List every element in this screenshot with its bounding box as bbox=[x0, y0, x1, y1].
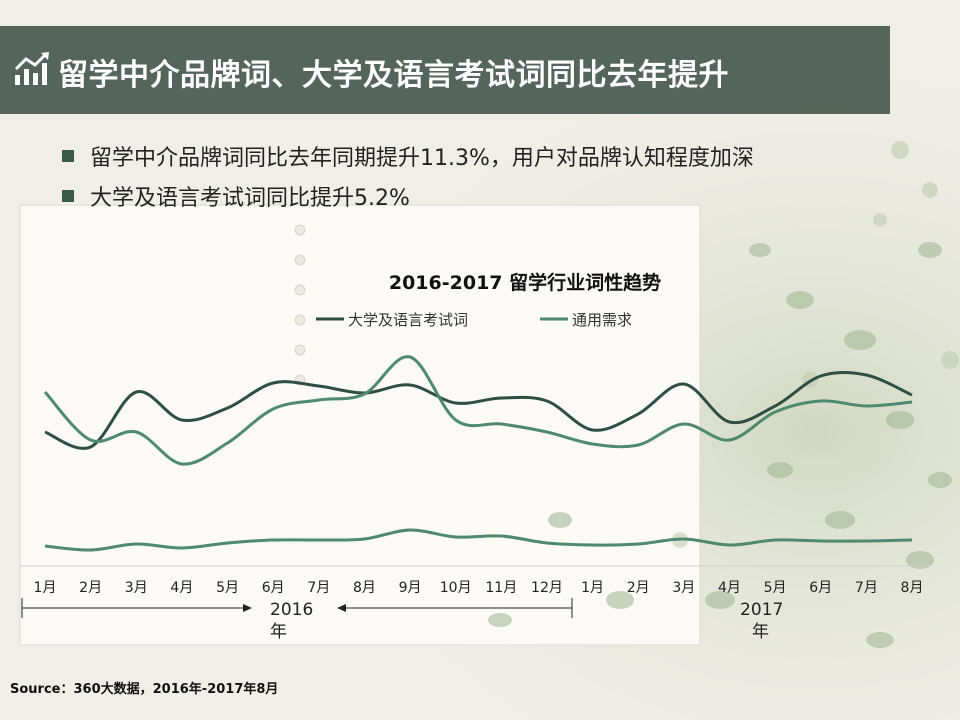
x-tick-label: 8月 bbox=[353, 580, 376, 596]
x-tick-label: 2月 bbox=[79, 580, 102, 596]
x-tick-label: 3月 bbox=[125, 580, 148, 596]
bar-chart-trend-icon bbox=[14, 52, 49, 85]
x-tick-label: 6月 bbox=[262, 580, 285, 596]
period-2017-arrowhead bbox=[337, 604, 346, 612]
x-tick-label: 5月 bbox=[216, 580, 239, 596]
x-tick-label: 7月 bbox=[855, 580, 878, 596]
period-2016-label: 2016 bbox=[270, 600, 313, 620]
x-tick-label: 6月 bbox=[809, 580, 832, 596]
chart-title: 2016-2017 留学行业词性趋势 bbox=[389, 271, 661, 294]
period-2016-arrowhead bbox=[243, 604, 252, 612]
x-tick-label: 10月 bbox=[440, 580, 472, 596]
period-2017-label-year: 年 bbox=[752, 622, 769, 642]
legend-label-series-2: 通用需求 bbox=[572, 311, 632, 329]
x-tick-label: 4月 bbox=[170, 580, 193, 596]
legend-label-series-1: 大学及语言考试词 bbox=[348, 311, 468, 329]
x-tick-label: 8月 bbox=[901, 580, 924, 596]
source-note: Source：360大数据，2016年-2017年8月 bbox=[10, 682, 279, 697]
period-2017-label: 2017 bbox=[740, 600, 783, 620]
period-markers: 2016 年 2017 年 bbox=[21, 598, 783, 642]
x-tick-label: 1月 bbox=[34, 580, 57, 596]
x-tick-label: 7月 bbox=[307, 580, 330, 596]
chart-legend: 大学及语言考试词 通用需求 bbox=[316, 311, 632, 329]
bullet-marker bbox=[62, 150, 74, 162]
x-tick-label: 5月 bbox=[764, 580, 787, 596]
bullet-text: 留学中介品牌词同比去年同期提升11.3%，用户对品牌认知程度加深 bbox=[90, 146, 754, 171]
x-tick-label: 11月 bbox=[485, 580, 517, 596]
series-line-2 bbox=[43, 355, 913, 466]
x-tick-label: 9月 bbox=[399, 580, 422, 596]
x-axis-ticks: 1月 2月 3月 4月 5月 6月 7月 8月 9月 10月 11月 12月 1月 2月 3月 4月 5月 6月 7… bbox=[34, 580, 924, 596]
bullet-text: 大学及语言考试词同比提升5.2% bbox=[90, 186, 410, 211]
bullet-marker bbox=[62, 190, 74, 202]
x-tick-label: 2月 bbox=[627, 580, 650, 596]
series-layer bbox=[43, 355, 913, 552]
series-line-3 bbox=[44, 528, 913, 552]
page-title: 留学中介品牌词、大学及语言考试词同比去年提升 bbox=[58, 58, 729, 93]
x-tick-label: 4月 bbox=[718, 580, 741, 596]
period-2016-label-year: 年 bbox=[270, 622, 287, 642]
header-bar bbox=[0, 26, 890, 114]
x-tick-label: 3月 bbox=[672, 580, 695, 596]
x-tick-label: 12月 bbox=[531, 580, 563, 596]
x-tick-label: 1月 bbox=[581, 580, 604, 596]
